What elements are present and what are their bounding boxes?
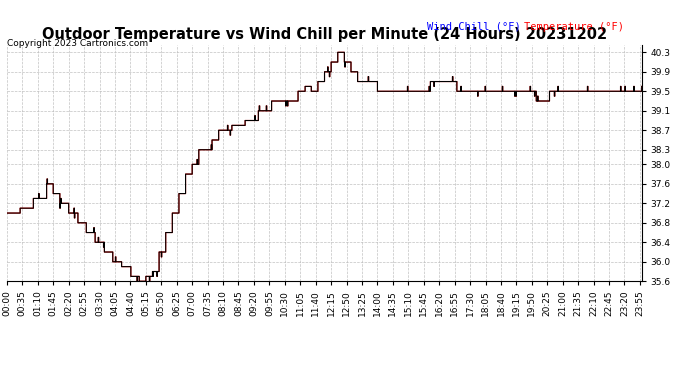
Title: Outdoor Temperature vs Wind Chill per Minute (24 Hours) 20231202: Outdoor Temperature vs Wind Chill per Mi…: [41, 27, 607, 42]
Text: Copyright 2023 Cartronics.com: Copyright 2023 Cartronics.com: [7, 39, 148, 48]
Legend: Wind Chill (°F), Temperature (°F): Wind Chill (°F), Temperature (°F): [427, 22, 624, 32]
